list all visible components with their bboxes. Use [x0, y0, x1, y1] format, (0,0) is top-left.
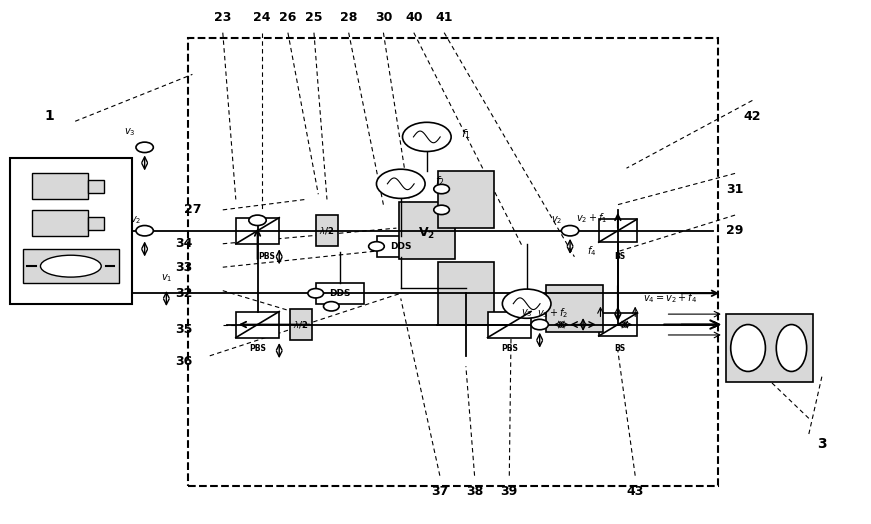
Circle shape [402, 122, 451, 151]
Text: 33: 33 [175, 261, 192, 274]
Text: PBS: PBS [249, 344, 266, 353]
Text: $v_2+f_1$: $v_2+f_1$ [576, 211, 607, 225]
FancyBboxPatch shape [437, 262, 494, 324]
Circle shape [434, 184, 449, 194]
FancyBboxPatch shape [726, 314, 814, 382]
FancyBboxPatch shape [236, 217, 280, 244]
FancyBboxPatch shape [316, 215, 338, 246]
Text: $f_2$: $f_2$ [435, 174, 445, 188]
Text: 32: 32 [175, 287, 192, 300]
Text: 35: 35 [175, 323, 192, 336]
Text: 37: 37 [431, 485, 449, 498]
Text: PBS: PBS [501, 344, 517, 353]
Text: 23: 23 [214, 10, 232, 24]
Circle shape [136, 225, 153, 236]
Text: $v_2$: $v_2$ [131, 214, 142, 226]
Text: $\bf{V}_2$: $\bf{V}_2$ [418, 226, 436, 241]
FancyBboxPatch shape [488, 311, 531, 337]
Circle shape [531, 319, 549, 330]
FancyBboxPatch shape [290, 309, 312, 340]
Text: 34: 34 [175, 237, 192, 250]
Text: 43: 43 [626, 485, 644, 498]
Text: 29: 29 [726, 224, 744, 237]
Circle shape [562, 225, 578, 236]
Text: $\lambda$/2: $\lambda$/2 [294, 319, 308, 330]
Text: BS: BS [614, 344, 625, 353]
Text: $f_1$: $f_1$ [461, 127, 471, 141]
Text: 38: 38 [466, 485, 483, 498]
FancyBboxPatch shape [546, 286, 603, 332]
FancyBboxPatch shape [88, 216, 104, 230]
Text: 3: 3 [817, 438, 827, 452]
Text: $v_2$: $v_2$ [551, 214, 563, 226]
Text: 39: 39 [501, 485, 518, 498]
FancyBboxPatch shape [31, 210, 88, 236]
Text: 27: 27 [184, 203, 201, 216]
Text: 31: 31 [726, 182, 744, 195]
Ellipse shape [731, 324, 766, 372]
Ellipse shape [40, 255, 101, 277]
Text: BS: BS [614, 252, 625, 261]
FancyBboxPatch shape [316, 283, 364, 304]
FancyBboxPatch shape [31, 173, 88, 200]
Circle shape [434, 205, 449, 214]
FancyBboxPatch shape [437, 171, 494, 228]
Text: $v_3+f_2$: $v_3+f_2$ [537, 306, 569, 320]
FancyBboxPatch shape [88, 180, 104, 193]
Circle shape [368, 242, 384, 251]
Text: 30: 30 [375, 10, 392, 24]
Circle shape [503, 289, 551, 318]
Circle shape [249, 215, 267, 225]
Text: 40: 40 [405, 10, 422, 24]
Text: 1: 1 [44, 109, 54, 123]
FancyBboxPatch shape [236, 311, 280, 337]
FancyBboxPatch shape [377, 236, 425, 257]
Circle shape [376, 169, 425, 199]
FancyBboxPatch shape [598, 313, 637, 336]
Text: 25: 25 [305, 10, 322, 24]
Text: $f_4$: $f_4$ [587, 245, 597, 258]
Circle shape [136, 142, 153, 152]
Text: DDS: DDS [329, 289, 351, 298]
Text: PBS: PBS [258, 252, 274, 261]
Text: $v_3$: $v_3$ [125, 126, 136, 138]
Text: $v_4=v_2+f_4$: $v_4=v_2+f_4$ [643, 291, 697, 305]
Ellipse shape [776, 324, 807, 372]
Text: 36: 36 [175, 355, 192, 367]
Text: $v_3$: $v_3$ [521, 307, 532, 319]
FancyBboxPatch shape [399, 202, 455, 259]
FancyBboxPatch shape [24, 249, 118, 283]
Circle shape [307, 289, 323, 298]
Text: 26: 26 [280, 10, 297, 24]
FancyBboxPatch shape [10, 158, 132, 304]
Text: $v_1$: $v_1$ [160, 272, 172, 283]
Text: DDS: DDS [390, 242, 411, 251]
Text: 28: 28 [340, 10, 357, 24]
FancyBboxPatch shape [598, 219, 637, 242]
Circle shape [323, 302, 339, 311]
Text: 41: 41 [436, 10, 453, 24]
Text: 24: 24 [253, 10, 271, 24]
Text: 42: 42 [744, 110, 761, 123]
Text: $\lambda$/2: $\lambda$/2 [320, 225, 334, 236]
